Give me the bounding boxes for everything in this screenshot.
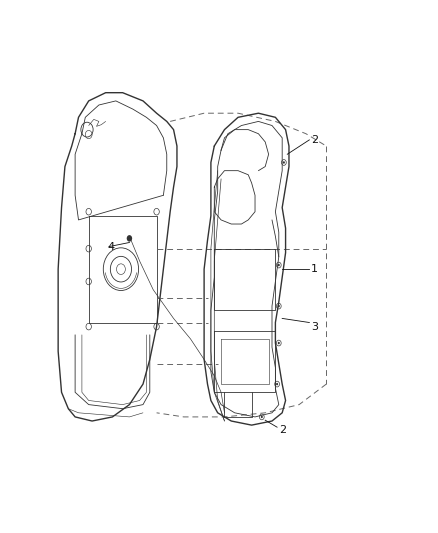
Text: 4: 4 bbox=[107, 241, 114, 252]
Circle shape bbox=[283, 161, 285, 164]
Text: 2: 2 bbox=[311, 135, 318, 145]
Text: 1: 1 bbox=[311, 264, 318, 274]
Circle shape bbox=[278, 305, 280, 308]
Circle shape bbox=[278, 264, 280, 266]
Circle shape bbox=[278, 342, 280, 344]
Text: 2: 2 bbox=[279, 425, 286, 435]
Circle shape bbox=[276, 383, 278, 385]
Circle shape bbox=[127, 235, 132, 241]
Text: 3: 3 bbox=[311, 321, 318, 332]
Circle shape bbox=[261, 416, 263, 418]
